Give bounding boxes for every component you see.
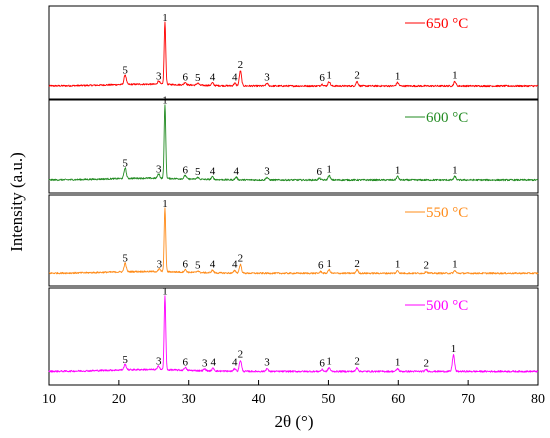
panel-frame — [48, 194, 539, 287]
series-line — [48, 295, 539, 373]
peak-label: 5 — [122, 64, 128, 76]
peak-label: 2 — [238, 253, 244, 265]
peak-label: 4 — [232, 259, 238, 271]
panel-frame — [48, 287, 539, 386]
peak-label: 2 — [238, 348, 244, 360]
peak-label: 1 — [326, 164, 332, 176]
x-tick-label: 60 — [391, 392, 405, 407]
peak-label: 5 — [195, 166, 201, 178]
x-axis-title: 2θ (°) — [274, 412, 313, 431]
x-tick-label: 80 — [531, 392, 545, 407]
legend-label: 500 °C — [426, 298, 468, 314]
peak-label: 5 — [122, 354, 128, 366]
peak-label: 5 — [122, 253, 128, 265]
peak-label: 4 — [210, 71, 216, 83]
peak-label: 2 — [354, 70, 360, 82]
peak-label: 1 — [452, 164, 458, 176]
legend-label: 650 °C — [426, 16, 468, 32]
panel-frame — [48, 5, 539, 100]
x-tick-label: 40 — [252, 392, 266, 407]
peak-label: 3 — [156, 356, 162, 368]
peak-label: 4 — [232, 357, 238, 369]
series-line — [48, 21, 539, 88]
peak-label: 6 — [319, 358, 325, 370]
peak-label: 1 — [162, 198, 168, 210]
peak-label: 3 — [202, 358, 208, 370]
peak-label: 5 — [195, 72, 201, 84]
peak-label: 6 — [317, 166, 323, 178]
peak-label: 1 — [326, 258, 332, 270]
peak-label: 5 — [195, 260, 201, 272]
legend-label: 600 °C — [426, 110, 468, 126]
peak-label: 1 — [162, 95, 168, 107]
series-line — [48, 104, 539, 182]
peak-label: 4 — [233, 165, 239, 177]
peak-label: 3 — [264, 165, 270, 177]
series-line — [48, 207, 539, 275]
peak-label: 3 — [156, 164, 162, 176]
peak-label: 6 — [319, 72, 325, 84]
peak-label: 1 — [451, 343, 457, 355]
peak-label: 1 — [395, 259, 401, 271]
peak-label: 5 — [122, 157, 128, 169]
x-tick-label: 10 — [42, 392, 56, 407]
peak-label: 1 — [395, 357, 401, 369]
peak-label: 4 — [210, 165, 216, 177]
peak-label: 2 — [423, 260, 429, 272]
peak-label: 6 — [182, 164, 188, 176]
peak-label: 3 — [264, 357, 270, 369]
peak-label: 6 — [182, 71, 188, 83]
peak-label: 3 — [157, 259, 163, 271]
x-tick-label: 30 — [182, 392, 196, 407]
peak-label: 6 — [318, 260, 324, 272]
peak-label: 1 — [395, 70, 401, 82]
peak-label: 4 — [232, 71, 238, 83]
peak-label: 2 — [423, 358, 429, 370]
peak-label: 6 — [182, 259, 188, 271]
peak-label: 1 — [326, 70, 332, 82]
peak-label: 3 — [156, 70, 162, 82]
peak-label: 1 — [326, 356, 332, 368]
panel-frame — [48, 99, 539, 194]
peak-label: 2 — [354, 258, 360, 270]
peak-label: 3 — [264, 71, 270, 83]
peak-label: 1 — [162, 286, 168, 298]
x-tick-label: 20 — [112, 392, 126, 407]
y-axis-title: Intensity (a.u.) — [7, 152, 26, 252]
x-tick-label: 50 — [321, 392, 335, 407]
peak-label: 1 — [452, 70, 458, 82]
peak-label: 1 — [452, 259, 458, 271]
peak-label: 2 — [354, 356, 360, 368]
x-tick-label: 70 — [461, 392, 475, 407]
peak-label: 2 — [238, 59, 244, 71]
legend-label: 550 °C — [426, 205, 468, 221]
peak-label: 4 — [210, 259, 216, 271]
x-axis: 10 20 30 40 50 60 70 80 — [42, 380, 545, 407]
peak-label: 6 — [182, 357, 188, 369]
peak-label: 4 — [210, 357, 216, 369]
peak-label: 1 — [395, 164, 401, 176]
peak-label: 1 — [162, 12, 168, 24]
